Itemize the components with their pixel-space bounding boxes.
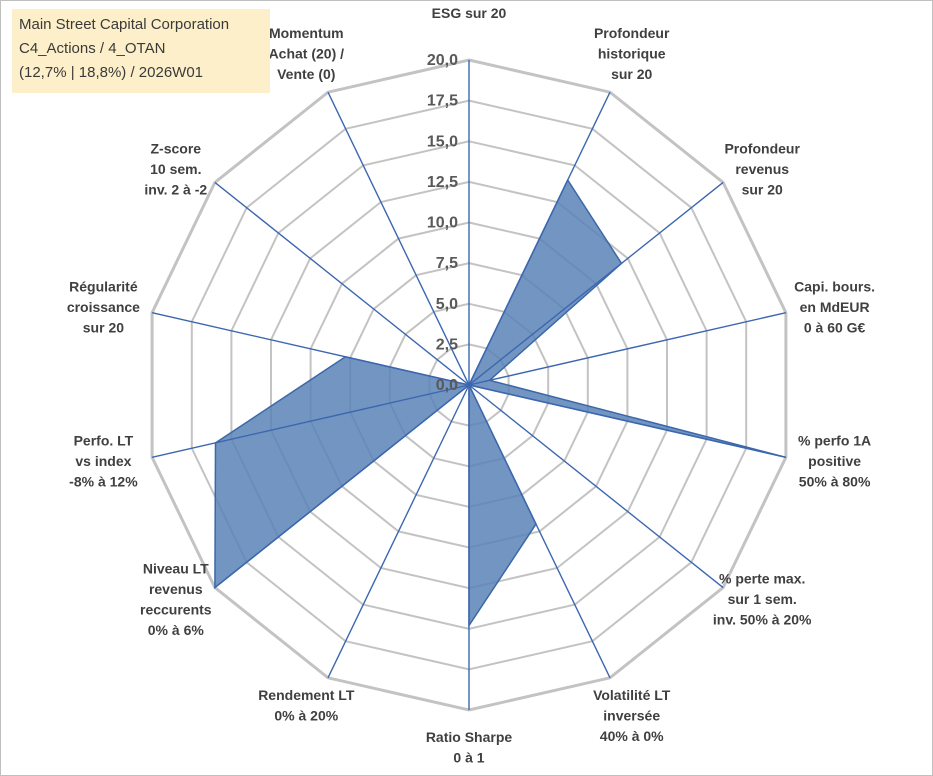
axis-labels: NoteESG sur 20 Profondeur historique sur 20… <box>67 0 875 765</box>
tick-label-4: 10,0 <box>427 215 458 232</box>
axis-label-13-line-2: Vente (0) <box>277 66 335 82</box>
axis-label-11-line-0: Régularité <box>69 278 138 294</box>
axis-spoke-5 <box>468 384 724 589</box>
axis-label-11-line-2: sur 20 <box>83 319 124 335</box>
axis-label-1: Profondeur historique sur 20 <box>594 25 670 82</box>
axis-label-13: Momentum Achat (20) / Vente (0) <box>269 25 345 82</box>
axis-label-4-line-1: positive <box>808 453 861 469</box>
axis-spoke-13 <box>327 91 470 386</box>
axis-spoke-12 <box>214 181 470 386</box>
series-area <box>214 178 787 628</box>
axis-label-2-line-2: sur 20 <box>742 181 783 197</box>
axis-label-8: Rendement LT 0% à 20% <box>258 687 355 724</box>
axis-label-4-line-2: 50% à 80% <box>799 473 871 489</box>
axis-label-1-line-0: Profondeur <box>594 25 670 41</box>
axis-label-13-line-1: Achat (20) / <box>269 45 345 61</box>
chart-title-box: Main Street Capital Corporation C4_Actio… <box>12 9 270 93</box>
axis-label-4-line-0: % perfo 1A <box>798 432 871 448</box>
axis-label-3-line-0: Capi. bours. <box>794 278 875 294</box>
axis-label-7-line-0: Ratio Sharpe <box>426 729 513 745</box>
axis-label-11: Régularité croissance sur 20 <box>67 278 140 335</box>
axis-label-1-line-1: historique <box>598 45 666 61</box>
axis-label-5-line-0: % perte max. <box>719 570 805 586</box>
axis-label-8-line-1: 0% à 20% <box>274 707 338 723</box>
axis-label-5: % perte max. sur 1 sem. inv. 50% à 20% <box>713 570 812 627</box>
axis-label-4: % perfo 1A positive 50% à 80% <box>798 432 871 489</box>
chart-subtitle-category: C4_Actions / 4_OTAN <box>19 40 166 57</box>
axis-label-12-line-2: inv. 2 à -2 <box>144 181 207 197</box>
axis-spoke-1 <box>468 91 611 386</box>
tick-label-8: 20,0 <box>427 52 458 69</box>
axis-label-9-line-2: reccurents <box>140 601 212 617</box>
axis-label-6-line-2: 40% à 0% <box>600 728 664 744</box>
axis-label-3: Capi. bours. en MdEUR 0 à 60 G€ <box>794 278 875 335</box>
tick-label-5: 12,5 <box>427 174 458 191</box>
axis-label-6-line-0: Volatilité LT <box>593 687 671 703</box>
axis-label-10-line-0: Perfo. LT <box>74 432 134 448</box>
axis-label-2: Profondeur revenus sur 20 <box>724 140 800 197</box>
axis-spoke-4 <box>468 384 787 458</box>
radar-spokes <box>151 60 787 710</box>
tick-label-6: 15,0 <box>427 133 458 150</box>
axis-label-2-line-1: revenus <box>735 161 789 177</box>
axis-spoke-9 <box>214 384 470 589</box>
axis-label-9-line-1: revenus <box>149 581 203 597</box>
axis-label-10-line-2: -8% à 12% <box>69 473 138 489</box>
axis-label-0: NoteESG sur 20 <box>432 0 507 21</box>
chart-title: Main Street Capital Corporation <box>19 16 230 33</box>
axis-label-11-line-1: croissance <box>67 299 140 315</box>
axis-label-5-line-2: inv. 50% à 20% <box>713 611 812 627</box>
axis-label-1-line-2: sur 20 <box>611 66 652 82</box>
axis-spoke-8 <box>327 384 470 679</box>
axis-label-2-line-0: Profondeur <box>724 140 800 156</box>
axis-label-10: Perfo. LT vs index -8% à 12% <box>69 432 138 489</box>
axis-spoke-10 <box>151 384 470 458</box>
tick-label-3: 7,5 <box>436 255 458 272</box>
axis-label-12-line-1: 10 sem. <box>150 161 201 177</box>
axis-spoke-11 <box>151 312 470 386</box>
axis-label-12-line-0: Z-score <box>151 140 202 156</box>
radial-tick-labels: 0,0 2,5 5,0 7,5 10,0 12,5 15,0 17,5 20,0 <box>427 52 458 394</box>
axis-spoke-3 <box>468 312 787 386</box>
axis-label-8-line-0: Rendement LT <box>258 687 355 703</box>
tick-label-0: 0,0 <box>436 377 458 394</box>
axis-label-9: Niveau LT revenus reccurents 0% à 6% <box>140 560 212 638</box>
axis-label-6: Volatilité LT inversée 40% à 0% <box>593 687 671 744</box>
axis-spoke-6 <box>468 384 611 679</box>
radar-series-area <box>214 178 787 628</box>
axis-label-0-line-1: ESG sur 20 <box>432 5 507 21</box>
axis-label-7: Ratio Sharpe 0 à 1 <box>426 729 513 766</box>
axis-label-3-line-1: en MdEUR <box>800 299 870 315</box>
axis-label-12: Z-score 10 sem. inv. 2 à -2 <box>144 140 207 197</box>
axis-label-7-line-1: 0 à 1 <box>453 749 484 765</box>
tick-label-1: 2,5 <box>436 336 458 353</box>
chart-subtitle-stats: (12,7% | 18,8%) / 2026W01 <box>19 64 203 81</box>
axis-spoke-2 <box>468 181 724 386</box>
tick-label-7: 17,5 <box>427 93 458 110</box>
axis-label-9-line-3: 0% à 6% <box>148 622 205 638</box>
tick-label-2: 5,0 <box>436 296 458 313</box>
axis-label-3-line-2: 0 à 60 G€ <box>804 319 866 335</box>
axis-label-9-line-0: Niveau LT <box>143 560 209 576</box>
axis-label-10-line-1: vs index <box>75 453 131 469</box>
axis-label-5-line-1: sur 1 sem. <box>728 591 797 607</box>
axis-label-6-line-1: inversée <box>603 707 660 723</box>
axis-label-13-line-0: Momentum <box>269 25 344 41</box>
